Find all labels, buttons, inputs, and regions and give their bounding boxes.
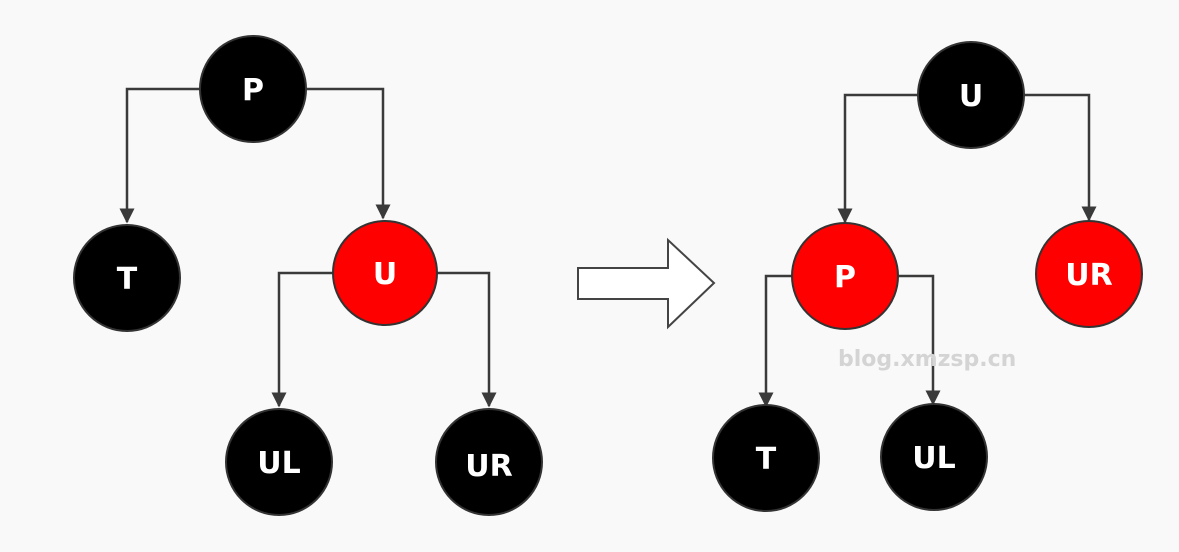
edge-before-u-ur xyxy=(436,271,497,408)
edge-after-u-ur xyxy=(1024,93,1097,222)
node-before-ul: UL xyxy=(225,408,333,516)
node-after-t-label: T xyxy=(756,442,777,477)
node-after-ur: UR xyxy=(1035,220,1143,328)
node-after-u-circle xyxy=(917,41,1025,149)
node-after-ur-label: UR xyxy=(1065,258,1112,293)
node-before-u-label: U xyxy=(373,257,397,292)
node-before-p-label: P xyxy=(242,73,264,108)
right-arrow-icon xyxy=(577,237,716,330)
node-after-u: U xyxy=(917,41,1025,149)
node-after-ul-circle xyxy=(880,403,988,511)
node-after-u-label: U xyxy=(959,79,983,114)
node-after-t-circle xyxy=(712,404,820,512)
node-after-ul: UL xyxy=(880,403,988,511)
node-after-ul-label: UL xyxy=(912,441,955,476)
edge-before-u-ul xyxy=(271,271,334,408)
edge-before-p-u xyxy=(306,87,391,220)
before-tree-nodes: P T U UL UR xyxy=(73,35,543,516)
after-tree-nodes: U P UR T UL xyxy=(712,41,1143,512)
node-before-ur-label: UR xyxy=(465,449,512,484)
node-before-p-circle xyxy=(199,35,307,143)
node-before-u: U xyxy=(332,220,438,326)
edge-after-p-t xyxy=(758,274,792,408)
edge-after-u-p xyxy=(837,93,918,224)
node-after-p-label: P xyxy=(834,260,856,295)
node-before-ul-label: UL xyxy=(257,446,300,481)
node-after-ur-circle xyxy=(1035,220,1143,328)
node-before-ur: UR xyxy=(435,408,543,516)
node-before-t-circle xyxy=(73,224,181,332)
edge-after-p-ul xyxy=(898,274,941,406)
node-before-ul-circle xyxy=(225,408,333,516)
node-before-p: P xyxy=(199,35,307,143)
node-after-p: P xyxy=(791,222,899,330)
node-before-ur-circle xyxy=(435,408,543,516)
before-tree-edges xyxy=(119,87,497,408)
node-before-t-label: T xyxy=(117,262,138,297)
node-before-u-circle xyxy=(332,220,438,326)
after-tree-edges xyxy=(758,93,1097,408)
node-before-t: T xyxy=(73,224,181,332)
node-after-p-circle xyxy=(791,222,899,330)
edge-before-p-t xyxy=(119,87,200,224)
watermark-text: blog.xmzsp.cn xyxy=(838,347,1016,372)
node-after-t: T xyxy=(712,404,820,512)
